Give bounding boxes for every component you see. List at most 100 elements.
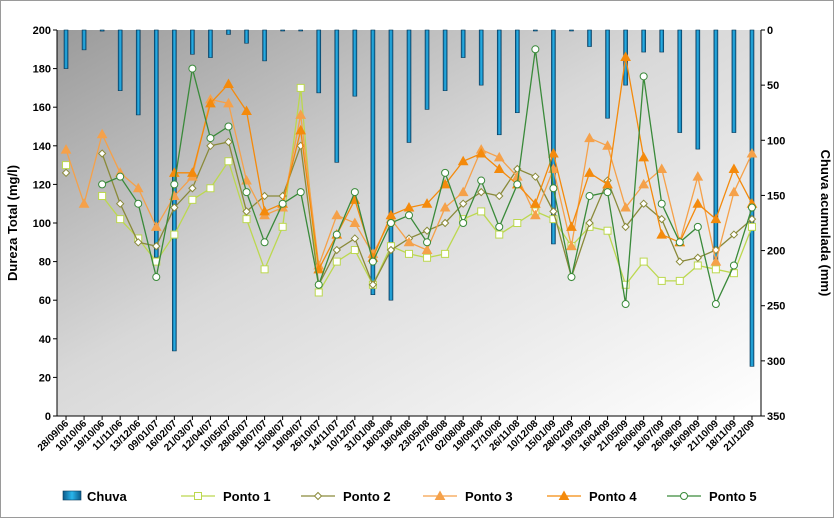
data-point <box>332 230 341 239</box>
y2-tick-label: 300 <box>767 356 785 368</box>
rain-bar <box>587 29 592 47</box>
data-point <box>656 163 668 173</box>
data-point <box>728 186 740 197</box>
data-point <box>620 51 631 62</box>
data-point <box>403 202 415 212</box>
data-point <box>423 253 432 262</box>
rain-bar <box>334 29 340 163</box>
data-point <box>638 178 650 189</box>
data-point <box>440 218 450 228</box>
data-point <box>441 168 450 177</box>
legend-marker <box>558 490 570 500</box>
data-point <box>675 238 684 247</box>
data-point <box>602 178 613 189</box>
data-point <box>132 182 144 193</box>
data-point <box>78 198 90 208</box>
data-point <box>405 211 413 220</box>
data-point <box>206 184 215 193</box>
data-point <box>566 221 577 231</box>
legend-marker <box>194 492 202 500</box>
data-point <box>223 78 234 89</box>
data-point <box>475 148 487 158</box>
legend-label: Ponto 1 <box>223 489 271 504</box>
data-point <box>421 198 433 208</box>
rain-bar <box>659 29 665 53</box>
rain-bar <box>551 29 556 245</box>
data-point <box>188 195 197 204</box>
data-point <box>530 198 541 208</box>
axis-labels: Dureza Total (mg/l) Chuva acumulada (mm) <box>5 150 833 297</box>
rain-bar <box>352 29 358 97</box>
data-point <box>638 151 650 162</box>
data-point <box>729 230 739 239</box>
data-point <box>296 188 305 197</box>
data-point <box>61 168 71 178</box>
rain-bar <box>99 29 105 32</box>
data-point <box>693 222 702 231</box>
rain-bar <box>135 29 141 116</box>
data-point <box>350 246 359 255</box>
data-point <box>747 222 756 231</box>
data-point <box>621 222 630 232</box>
data-point <box>332 257 341 266</box>
data-point <box>295 109 307 119</box>
data-point <box>368 280 378 289</box>
data-point <box>278 199 287 208</box>
legend-marker <box>680 492 688 500</box>
data-point <box>656 229 668 239</box>
rain-bar <box>117 29 123 91</box>
data-point <box>692 171 704 181</box>
data-point <box>620 202 631 212</box>
rain-bar <box>244 29 249 44</box>
data-point <box>567 273 576 282</box>
data-point <box>692 198 704 208</box>
y-tick-label: 180 <box>33 64 51 76</box>
data-point <box>584 167 595 177</box>
data-point <box>531 172 540 181</box>
y-tick-label: 60 <box>39 295 51 307</box>
data-point <box>170 230 179 239</box>
data-point <box>693 253 703 262</box>
data-point <box>134 238 143 247</box>
data-point <box>259 205 270 216</box>
rain-bar <box>533 29 538 32</box>
data-point <box>422 226 432 235</box>
data-point <box>711 265 720 274</box>
data-point <box>603 188 612 197</box>
data-point <box>152 273 161 282</box>
y-tick-label: 20 <box>39 372 51 384</box>
data-point <box>368 257 377 266</box>
rain-bar <box>63 29 69 69</box>
data-point <box>747 203 756 212</box>
data-point <box>639 257 648 266</box>
y-tick-label: 80 <box>39 257 51 269</box>
data-point <box>710 256 722 266</box>
data-point <box>747 214 757 224</box>
rain-bar <box>208 29 213 58</box>
data-point <box>584 132 595 143</box>
data-point <box>331 209 343 220</box>
data-point <box>477 176 486 185</box>
data-point <box>675 257 684 266</box>
data-point <box>403 236 415 247</box>
data-point <box>170 180 179 189</box>
data-point <box>495 230 504 239</box>
data-point <box>657 214 666 224</box>
data-point <box>170 203 179 212</box>
data-point <box>134 199 143 208</box>
data-point <box>457 155 469 166</box>
data-point <box>98 180 107 189</box>
data-point <box>729 261 738 270</box>
data-point <box>96 128 108 139</box>
data-point <box>675 276 684 285</box>
data-point <box>206 141 215 151</box>
rain-bar <box>81 29 87 51</box>
data-point <box>602 140 613 150</box>
data-point <box>423 238 432 247</box>
data-point <box>116 172 125 181</box>
rain-bar <box>569 29 574 32</box>
rain-bar <box>262 29 267 62</box>
data-point <box>224 137 233 147</box>
